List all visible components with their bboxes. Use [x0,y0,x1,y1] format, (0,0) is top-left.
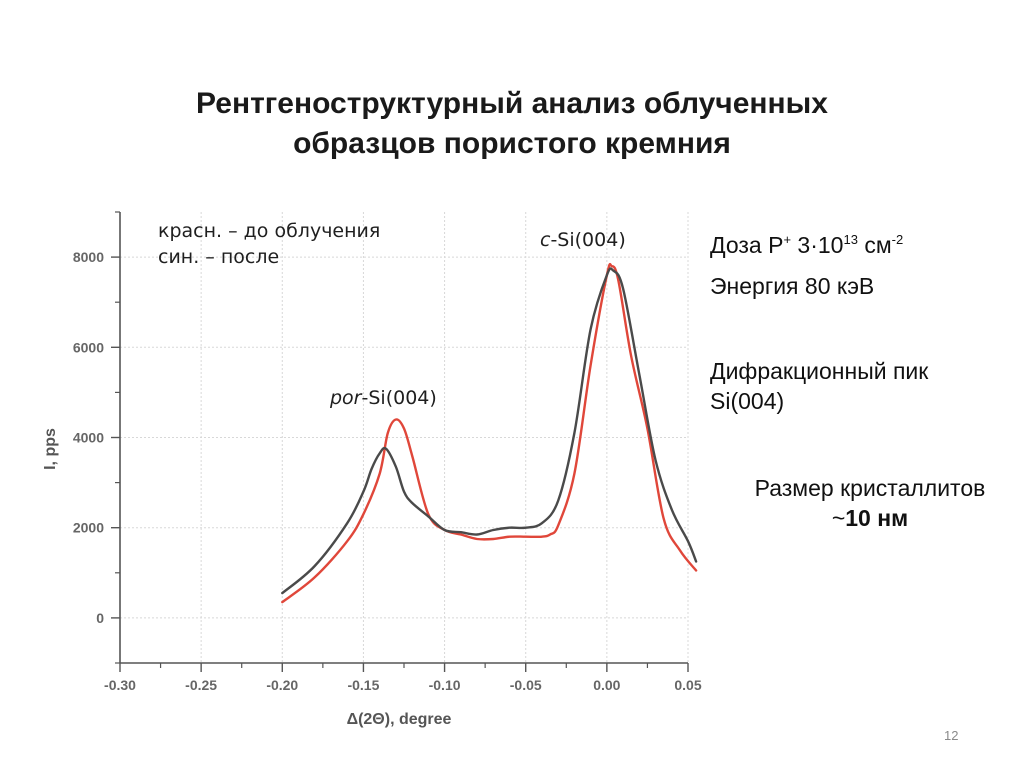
title-line-2: образцов пористого кремния [293,127,731,160]
x-tick-label: 0.00 [593,677,620,693]
series-line-dark [281,267,698,595]
dose-value: 3·10 [797,232,844,258]
legend-blue-text: син. – после [158,246,280,268]
data-series [281,262,698,604]
tick-labels: -0.30 -0.25 -0.20 -0.15 -0.10 -0.05 0.00 0.05 0 2… [73,249,702,693]
crystal-tilde: ~ [831,505,846,531]
energy-info: Энергия 80 кэВ [710,273,874,300]
x-tick-label: -0.05 [510,677,542,693]
y-axis-label: I, pps [42,428,59,470]
y-tick-label: 8000 [73,249,104,265]
y-tick-label: 4000 [73,430,104,446]
peak-line-2: Si(004) [710,388,785,414]
title-line-1: Рентгеноструктурный анализ облученных [196,87,828,120]
peak-label-c-suffix: -Si(004) [550,229,626,251]
peak-label-c-prefix: c [540,229,551,251]
x-axis-label: Δ(2Θ), degree [347,711,452,728]
peak-label-por-si: por-Si(004) [330,387,437,409]
x-tick-label: -0.10 [429,677,461,693]
dose-ion-charge: + [783,232,792,247]
peak-label-por-prefix: por [330,387,362,409]
y-tick-label: 2000 [73,520,104,536]
x-tick-label: -0.30 [104,677,136,693]
y-tick-label: 6000 [73,339,104,355]
peak-line-1: Дифракционный пик [710,358,929,384]
energy-text: Энергия 80 кэВ [710,273,875,299]
x-tick-label: 0.05 [674,677,701,693]
legend-red-text: красн. – до облучения [158,220,381,242]
dose-unit-exponent: -2 [891,232,904,247]
grid-lines [120,212,689,663]
legend-annotation: красн. – до облучения син. – после [158,218,380,270]
dose-info: Доза P+ 3·1013 см-2 [710,232,903,259]
page-number: 12 [944,728,959,743]
axes [111,211,689,672]
y-tick-label: 0 [96,610,104,626]
crystallite-size-info: Размер кристаллитов ~10 нм [700,473,1024,533]
series-line-red [281,262,698,604]
x-tick-label: -0.25 [185,677,217,693]
dose-exponent: 13 [843,232,858,247]
diffraction-peak-info: Дифракционный пик Si(004) [710,356,928,416]
peak-label-por-suffix: -Si(004) [361,387,437,409]
crystal-label: Размер кристаллитов [754,475,986,501]
dose-unit: см [864,232,892,258]
x-tick-label: -0.20 [266,677,298,693]
dose-label: Доза P [710,232,784,258]
peak-label-c-si: c-Si(004) [540,229,626,251]
crystal-size-value: 10 нм [845,505,909,531]
slide-title: Рентгеноструктурный анализ облученных об… [60,84,964,164]
x-tick-label: -0.15 [347,677,379,693]
